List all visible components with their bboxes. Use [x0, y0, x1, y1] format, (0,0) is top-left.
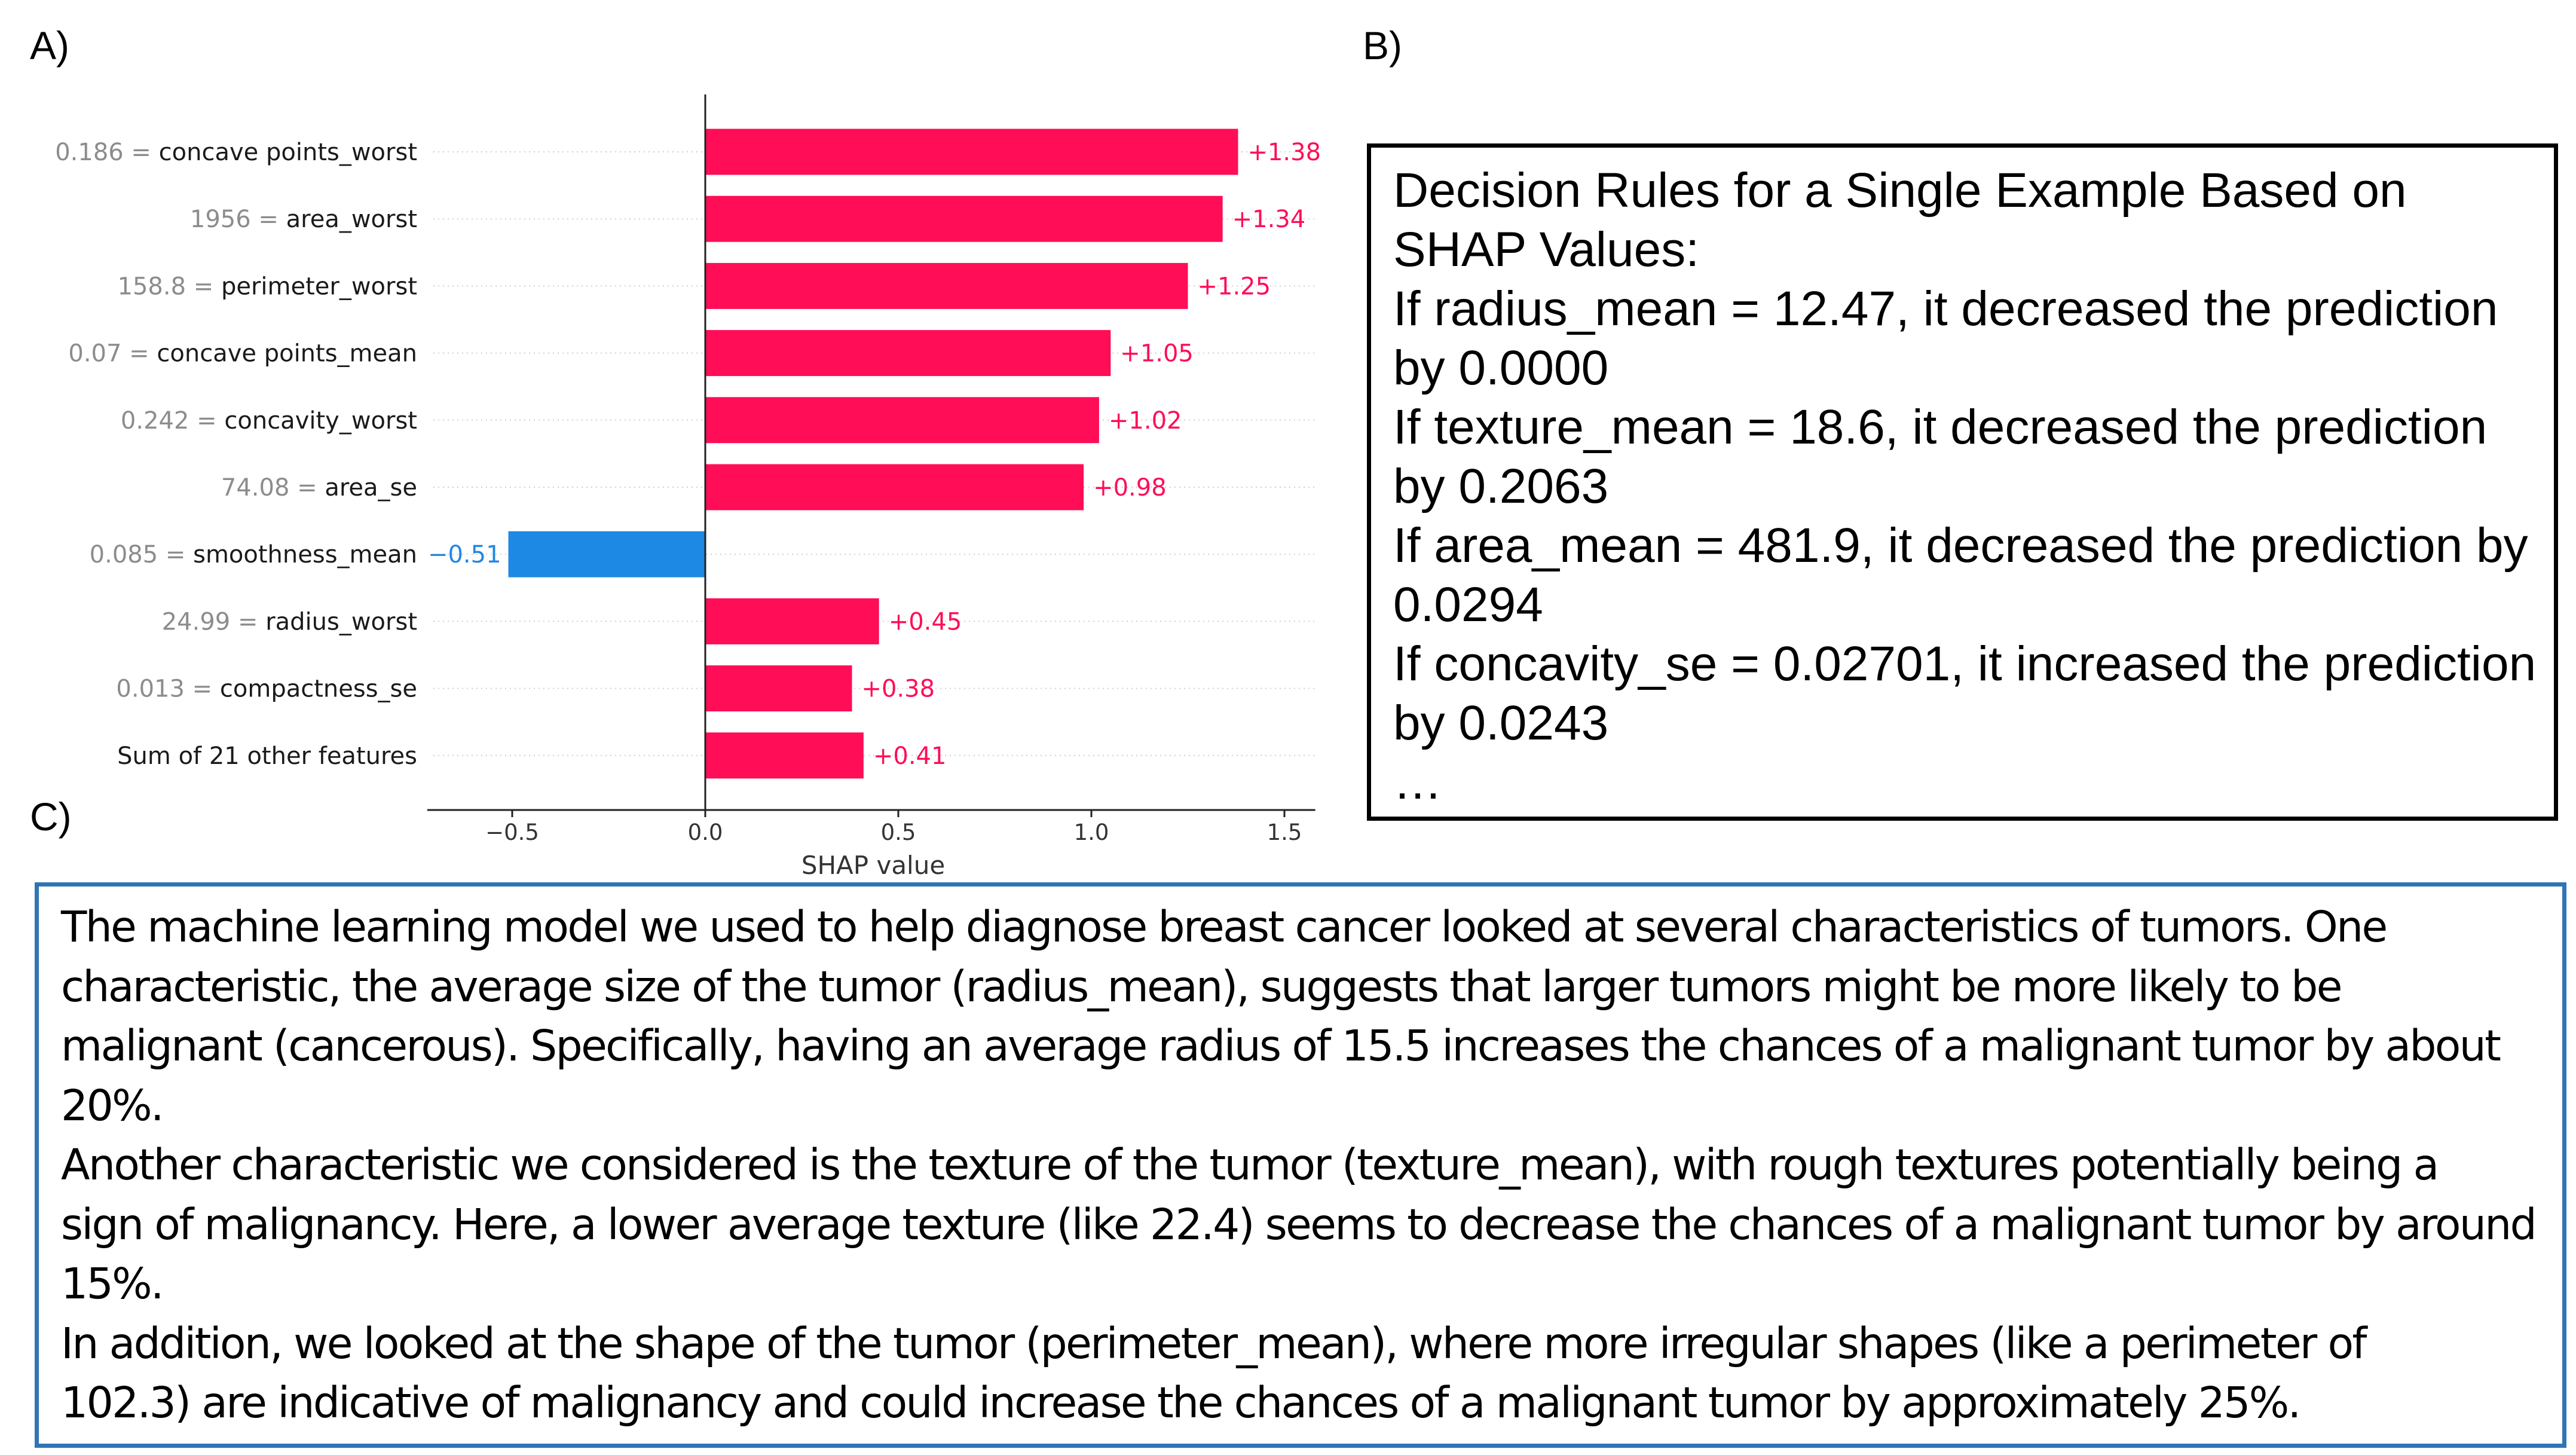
- bar-value-label: +0.45: [889, 608, 962, 635]
- x-axis-label: SHAP value: [801, 851, 945, 880]
- bar-value-label: +1.38: [1247, 139, 1321, 166]
- bar-value-label: +0.38: [861, 675, 935, 703]
- feature-name: concave points_mean: [157, 340, 417, 368]
- feature-value: 0.186: [55, 139, 124, 166]
- feature-name: radius_worst: [265, 608, 417, 635]
- y-axis-label: 74.08 = area_se: [221, 474, 417, 502]
- explanation-line: characteristic, the average size of the …: [61, 961, 2342, 1011]
- y-axis-label: 1956 = area_worst: [190, 206, 417, 233]
- panel-label-a: A): [30, 23, 69, 68]
- explanation-line: Another characteristic we considered is …: [61, 1140, 2439, 1190]
- shap-bar: [705, 397, 1099, 444]
- explanation-line: The machine learning model we used to he…: [61, 902, 2388, 952]
- x-tick-label: 1.5: [1267, 820, 1302, 845]
- y-axis-label: 0.013 = compactness_se: [116, 675, 417, 703]
- shap-bar: [705, 330, 1111, 377]
- shap-bar: [705, 262, 1188, 309]
- y-axis-label: 0.07 = concave points_mean: [68, 340, 417, 368]
- y-axis-label: 0.186 = concave points_worst: [55, 139, 417, 166]
- decision-rule-line: If concavity_se = 0.02701, it increased …: [1393, 637, 2537, 691]
- x-tick-label: −0.5: [485, 820, 539, 845]
- explanation-line: sign of malignancy. Here, a lower averag…: [61, 1199, 2537, 1249]
- feature-value: 0.013: [116, 675, 185, 703]
- shap-bar: [705, 129, 1238, 175]
- chart-bars: [508, 129, 1238, 779]
- bar-value-label: −0.51: [428, 541, 501, 568]
- bar-value-label: +1.05: [1120, 340, 1194, 368]
- shap-bar: [705, 464, 1084, 511]
- explanation-box: The machine learning model we used to he…: [35, 882, 2566, 1448]
- y-axis-label: 24.99 = radius_worst: [162, 608, 417, 635]
- feature-value: 0.085: [90, 541, 158, 568]
- x-tick-label: 0.0: [688, 820, 723, 845]
- y-axis-label: Sum of 21 other features: [117, 742, 417, 770]
- chart-labels: +1.38 0.186 = concave points_worst +1.34 19…: [55, 139, 1321, 770]
- panel-label-b: B): [1363, 23, 1402, 68]
- decision-rule-line: by 0.0243: [1393, 696, 1609, 750]
- shap-bar-chart: −0.5 0.0 0.5 1.0 1.5 +1.38 0.186 = concave po…: [55, 94, 1321, 880]
- decision-rule-line: If texture_mean = 18.6, it decreased the…: [1393, 400, 2488, 454]
- feature-name: concavity_worst: [224, 407, 417, 435]
- feature-name: compactness_se: [220, 675, 417, 703]
- decision-rules-box: Decision Rules for a Single Example Base…: [1367, 143, 2558, 821]
- shap-bar: [508, 531, 705, 577]
- explanation-line: 20%.: [61, 1080, 164, 1130]
- bar-value-label: +1.34: [1232, 206, 1306, 233]
- feature-value: 158.8: [118, 273, 186, 300]
- feature-name: area_worst: [286, 206, 417, 233]
- decision-rule-line: by 0.0000: [1393, 341, 1609, 395]
- bar-value-label: +1.02: [1109, 407, 1182, 435]
- feature-name: smoothness_mean: [193, 541, 417, 568]
- decision-rule-line: SHAP Values:: [1393, 222, 1700, 277]
- chart-axis: −0.5 0.0 0.5 1.0 1.5: [427, 94, 1315, 845]
- feature-name: Sum of 21 other features: [117, 742, 417, 770]
- shap-bar: [705, 195, 1223, 242]
- decision-rule-line: by 0.2063: [1393, 459, 1609, 513]
- explanation-line: 102.3) are indicative of malignancy and …: [61, 1378, 2301, 1428]
- explanation-line: malignant (cancerous). Specifically, hav…: [61, 1021, 2501, 1071]
- y-axis-label: 158.8 = perimeter_worst: [118, 273, 418, 300]
- feature-value: 0.242: [121, 407, 189, 435]
- bar-value-label: +1.25: [1198, 273, 1271, 300]
- y-axis-label: 0.085 = smoothness_mean: [90, 541, 417, 568]
- x-tick-label: 0.5: [881, 820, 916, 845]
- feature-name: perimeter_worst: [221, 273, 417, 300]
- bar-value-label: +0.98: [1093, 474, 1167, 502]
- explanation-line: In addition, we looked at the shape of t…: [61, 1318, 2367, 1368]
- shap-bar: [705, 598, 879, 644]
- decision-rule-line: If radius_mean = 12.47, it decreased the…: [1393, 282, 2498, 336]
- decision-rule-line: If area_mean = 481.9, it decreased the p…: [1393, 518, 2528, 573]
- feature-name: concave points_worst: [159, 139, 417, 166]
- explanation-line: 15%.: [61, 1259, 164, 1309]
- feature-name: area_se: [325, 474, 417, 502]
- feature-value: 24.99: [162, 608, 231, 635]
- shap-bar: [705, 665, 852, 712]
- panel-label-c: C): [30, 794, 72, 839]
- feature-value: 1956: [190, 206, 251, 233]
- feature-value: 0.07: [68, 340, 121, 368]
- decision-rule-line: …: [1393, 755, 1442, 809]
- x-tick-label: 1.0: [1074, 820, 1109, 845]
- chart-gridlines: [433, 151, 1315, 756]
- feature-value: 74.08: [221, 474, 290, 502]
- decision-rule-line: Decision Rules for a Single Example Base…: [1393, 163, 2407, 218]
- y-axis-label: 0.242 = concavity_worst: [121, 407, 417, 435]
- shap-bar: [705, 732, 864, 779]
- bar-value-label: +0.41: [873, 742, 947, 770]
- decision-rule-line: 0.0294: [1393, 577, 1543, 632]
